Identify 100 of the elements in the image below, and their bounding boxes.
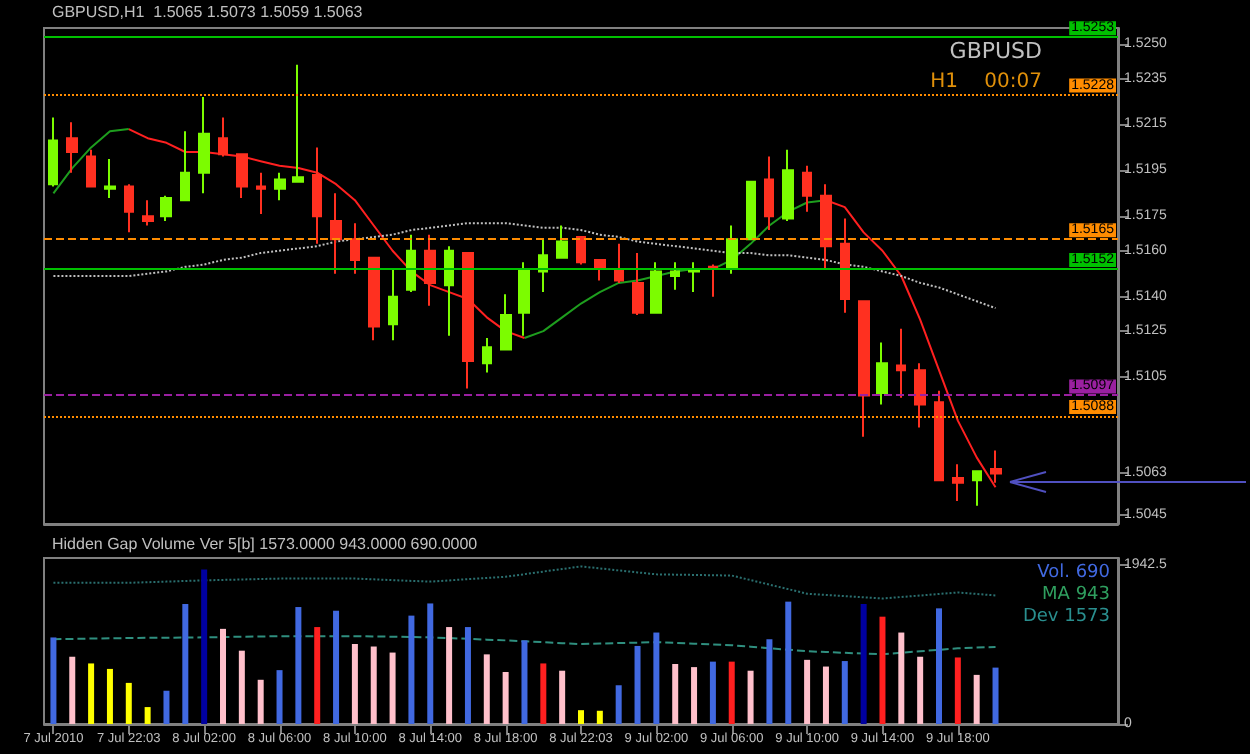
text: Dev 1573 — [1022, 607, 1111, 627]
bar — [521, 640, 528, 724]
bar — [446, 627, 453, 724]
candlestick — [858, 300, 870, 438]
candlestick — [274, 171, 286, 202]
candlestick — [632, 252, 644, 317]
bar — [879, 616, 886, 724]
bar — [50, 637, 57, 724]
bar — [427, 603, 434, 724]
candlestick — [820, 183, 832, 271]
bar — [483, 654, 490, 724]
bar — [841, 661, 848, 724]
bar — [257, 679, 264, 724]
bar — [728, 661, 735, 724]
bar — [804, 659, 811, 724]
bar — [785, 601, 792, 724]
bar — [106, 668, 113, 724]
bar — [596, 710, 603, 724]
bar — [709, 661, 716, 724]
line-series — [52, 635, 997, 656]
bar — [653, 632, 660, 724]
chart-title: Hidden Gap Volume Ver 5[b] 1573.0000 943.0000 690.0000 — [52, 535, 479, 553]
candlestick — [614, 242, 624, 284]
annotation: 00:07 — [984, 71, 1043, 93]
bar — [220, 628, 226, 724]
bar — [182, 604, 189, 724]
candlestick — [934, 389, 944, 482]
candlestick — [914, 362, 926, 429]
bar — [747, 670, 754, 724]
candlestick — [500, 293, 512, 351]
candlestick — [160, 194, 172, 222]
bar — [917, 656, 924, 724]
bar — [898, 632, 905, 724]
candlestick — [972, 470, 982, 507]
bar — [370, 646, 377, 724]
bar — [88, 663, 95, 724]
candlestick — [594, 258, 606, 282]
candlestick — [350, 222, 360, 275]
annotation: GBPUSD — [949, 38, 1043, 64]
candlestick — [990, 449, 1002, 484]
candlestick — [292, 63, 304, 183]
bar — [276, 670, 283, 724]
bar — [295, 607, 302, 724]
bar — [691, 667, 698, 724]
text: MA 943 — [1042, 585, 1111, 605]
line-series — [52, 222, 997, 310]
bar — [615, 685, 622, 724]
bar — [559, 670, 566, 724]
chart-title: GBPUSD,H1 1.5065 1.5073 1.5059 1.5063 — [52, 3, 364, 21]
bar — [992, 667, 999, 724]
bar — [822, 666, 829, 724]
candlestick — [256, 171, 266, 215]
bar — [502, 672, 509, 724]
bar — [163, 690, 170, 724]
bar — [144, 707, 151, 724]
candlestick — [86, 148, 96, 188]
bar — [578, 710, 584, 724]
candlestick — [444, 245, 454, 337]
candlestick — [688, 261, 700, 294]
candlestick — [726, 224, 738, 275]
bar — [314, 627, 321, 724]
candlestick — [840, 217, 850, 314]
candlestick — [708, 263, 718, 298]
candlestick — [802, 164, 812, 213]
candlestick — [952, 463, 964, 503]
annotation: H1 — [930, 71, 959, 93]
bar — [69, 656, 76, 724]
bar — [672, 664, 679, 724]
candlestick — [198, 95, 210, 195]
text: Vol. 690 — [1037, 563, 1111, 583]
bar — [201, 569, 208, 724]
candlestick — [368, 256, 380, 342]
candlestick — [388, 268, 398, 342]
bar — [634, 645, 641, 724]
candlestick — [142, 199, 154, 227]
bar — [333, 610, 340, 724]
candlestick — [330, 192, 342, 275]
bar — [238, 650, 245, 724]
bar — [936, 608, 942, 724]
candlestick — [576, 235, 586, 266]
candlestick — [180, 130, 190, 202]
bar — [540, 663, 547, 724]
candlestick — [462, 252, 474, 390]
bar — [389, 652, 396, 724]
bar — [125, 682, 132, 724]
candlestick — [482, 337, 492, 374]
candlestick — [424, 233, 436, 307]
candlestick — [650, 261, 662, 314]
candlestick — [218, 116, 228, 158]
candlestick — [104, 157, 116, 199]
candlestick — [876, 341, 888, 406]
bar — [464, 627, 471, 724]
candlestick — [782, 148, 794, 222]
candlestick — [764, 155, 774, 232]
bar — [766, 639, 773, 724]
candlestick — [236, 153, 248, 199]
candlestick — [312, 146, 322, 245]
candlestick — [66, 121, 78, 174]
candlestick — [518, 261, 530, 337]
candlestick — [670, 261, 680, 291]
